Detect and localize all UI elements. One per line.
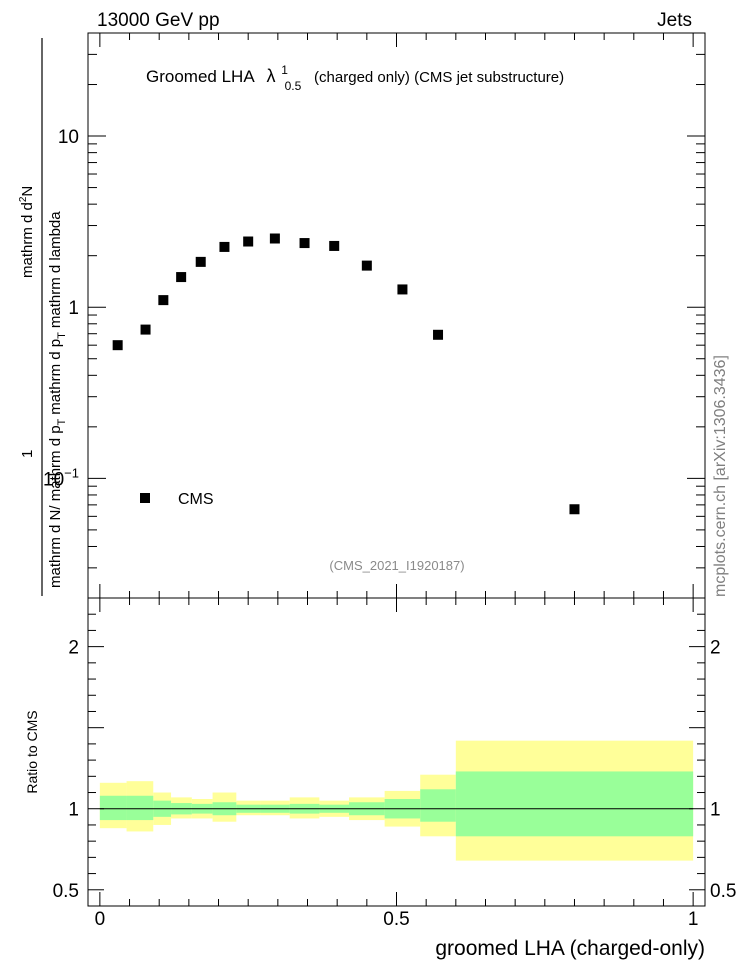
title-symbol: λ <box>266 66 275 86</box>
analysis-id: (CMS_2021_I1920187) <box>329 558 464 573</box>
ratio-y-tick-label-right: 1 <box>710 800 721 821</box>
data-point <box>433 329 444 340</box>
x-tick-labels: 0 0.5 1 <box>95 909 699 930</box>
title-rest: (charged only) (CMS jet substructure) <box>314 69 564 86</box>
main-y-tick-labels: 10 1 10−1 <box>43 127 79 490</box>
plot-title: Groomed LHA λ 1 0.5 (charged only) (CMS … <box>146 59 564 94</box>
data-point <box>329 240 340 251</box>
x-axis-title: groomed LHA (charged-only) <box>435 937 705 960</box>
axis-ticks <box>88 32 705 906</box>
main-y-tick-label: 10−1 <box>43 465 79 490</box>
data-point <box>361 260 372 271</box>
data-point <box>176 272 187 283</box>
inner-band-bin <box>99 795 127 821</box>
legend-label-cms: CMS <box>178 491 214 508</box>
ratio-y-tick-label-left: 1 <box>68 800 79 821</box>
x-tick-label: 0 <box>95 909 106 930</box>
legend-marker-cms <box>140 493 150 503</box>
title-sub: 0.5 <box>285 79 302 93</box>
x-tick-label: 1 <box>688 909 699 930</box>
ratio-y-tick-label-right: 0.5 <box>710 881 736 902</box>
data-point <box>299 238 310 249</box>
data-point <box>112 340 123 351</box>
data-point <box>269 233 280 244</box>
cms-data-points <box>112 233 580 515</box>
data-point <box>397 284 408 295</box>
data-point <box>195 256 206 267</box>
data-point <box>158 295 169 306</box>
main-y-tick-label: 1 <box>68 298 79 319</box>
data-point <box>140 324 151 335</box>
x-tick-label: 0.5 <box>383 909 409 930</box>
main-y-tick-label: 10 <box>58 127 79 148</box>
watermark: mcplots.cern.ch [arXiv:1306.3436] <box>712 355 729 597</box>
data-point <box>569 504 580 515</box>
process-label: Jets <box>657 10 692 31</box>
ratio-y-tick-label-right: 2 <box>710 638 721 659</box>
inner-band-bin <box>126 795 154 821</box>
inner-band-bin <box>455 771 694 837</box>
title-main: Groomed LHA <box>146 67 255 86</box>
ratio-y-tick-labels: 2 2 1 1 0.5 0.5 <box>53 638 737 902</box>
data-point <box>219 241 230 252</box>
main-plot-frame <box>87 32 706 599</box>
title-sup: 1 <box>281 63 288 77</box>
data-point <box>243 236 254 247</box>
svg-text:1: 1 <box>19 450 36 458</box>
inner-band-bin <box>420 789 456 822</box>
ylabel-one: 1 <box>19 450 36 458</box>
ratio-y-axis-label: Ratio to CMS <box>24 710 40 793</box>
ratio-y-tick-label-left: 0.5 <box>53 881 79 902</box>
energy-label: 13000 GeV pp <box>97 10 220 31</box>
ratio-y-tick-label-left: 2 <box>68 638 79 659</box>
svg-text:mathrm d d2N: mathrm d d2N <box>18 186 36 278</box>
main-y-axis-label: 1 mathrm d d2N mathrm d N/ mathrm d pTma… <box>18 38 68 596</box>
svg-text:mathrm d N/ mathrm d pTmathrm: mathrm d N/ mathrm d pTmathrm d pTmathrm… <box>47 211 68 588</box>
